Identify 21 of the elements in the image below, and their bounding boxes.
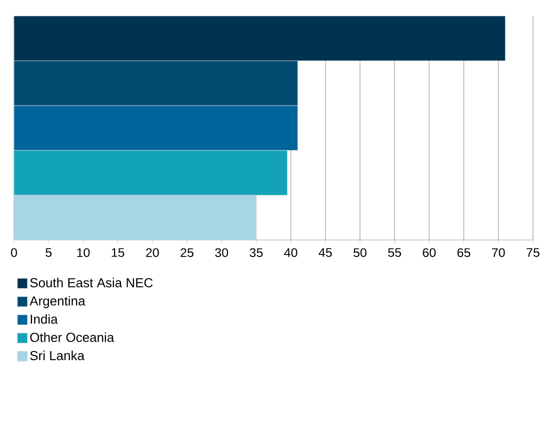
x-tick-label: 45 — [318, 248, 332, 257]
x-tick-label: 25 — [180, 248, 194, 258]
legend-label: Sri Lanka — [30, 350, 85, 360]
legend-label: Other Oceania — [30, 332, 114, 342]
x-tick-label: 70 — [492, 248, 505, 258]
x-tick-label: 75 — [526, 248, 540, 257]
x-tick-label: 65 — [457, 248, 470, 258]
legend-label: South East Asia NEC — [30, 278, 153, 288]
x-tick-label: 60 — [422, 248, 436, 258]
x-tick-label: 20 — [146, 248, 159, 258]
x-tick-label: 15 — [112, 248, 124, 257]
x-tick-label: 10 — [77, 248, 90, 258]
x-tick-label: 5 — [46, 248, 52, 257]
x-tick-label: 50 — [354, 248, 366, 258]
x-tick-label: 0 — [11, 248, 17, 258]
x-tick-label: 55 — [388, 248, 402, 257]
legend-label: Argentina — [30, 296, 86, 308]
legend-label: India — [30, 314, 58, 324]
x-tick-label: 35 — [250, 248, 263, 258]
x-tick-label: 30 — [215, 248, 228, 258]
x-tick-label: 40 — [284, 248, 298, 258]
